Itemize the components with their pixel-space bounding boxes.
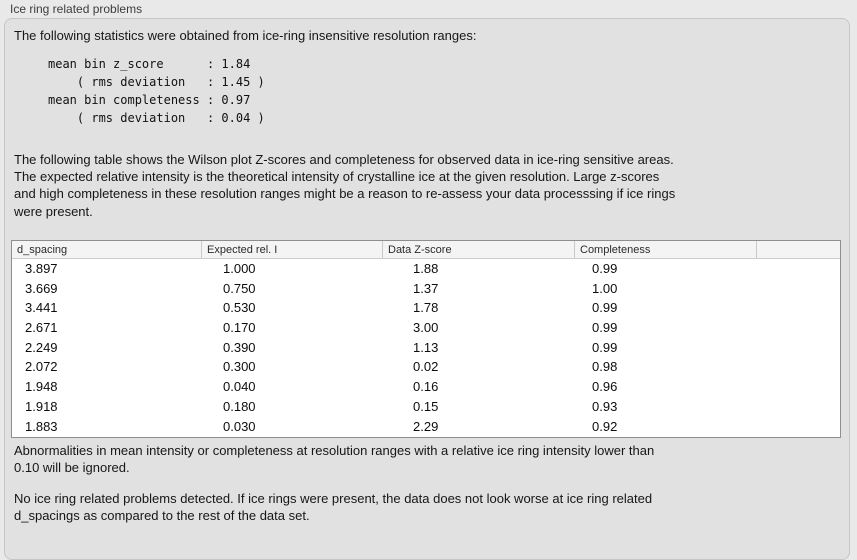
table-cell: 1.88: [413, 261, 439, 276]
table-cell-filler: [757, 318, 840, 338]
ignore-note-text: Abnormalities in mean intensity or compl…: [14, 443, 655, 476]
table-cell-filler: [757, 417, 840, 437]
group-box-title: Ice ring related problems: [10, 2, 143, 16]
column-header-d-spacing[interactable]: d_spacing: [12, 241, 202, 258]
table-cell: 0.390: [223, 339, 256, 355]
table-cell: 0.99: [592, 339, 618, 355]
table-cell: 2.671: [25, 320, 58, 336]
table-row[interactable]: 2.671 0.170 3.00 0.99: [12, 318, 840, 338]
table-cell: 1.78: [413, 300, 439, 316]
table-cell: 0.99: [592, 320, 618, 336]
table-cell-filler: [757, 377, 840, 397]
table-cell: 0.15: [413, 398, 439, 414]
table-cell: 1.883: [25, 418, 58, 434]
table-cell: 0.98: [592, 359, 618, 375]
table-row[interactable]: 1.918 0.180 0.15 0.93: [12, 397, 840, 417]
table-cell: 1.13: [413, 339, 439, 355]
table-cell: 0.750: [223, 280, 256, 296]
table-cell-filler: [757, 357, 840, 377]
table-cell: 0.92: [592, 418, 618, 434]
table-description-text: The following table shows the Wilson plo…: [14, 152, 676, 219]
table-row[interactable]: 3.441 0.530 1.78 0.99: [12, 298, 840, 318]
table-row[interactable]: 3.897 1.000 1.88 0.99: [12, 259, 840, 279]
table-row[interactable]: 3.669 0.750 1.37 1.00: [12, 279, 840, 299]
table-row[interactable]: 2.072 0.300 0.02 0.98: [12, 357, 840, 377]
column-header-z-score[interactable]: Data Z-score: [383, 241, 575, 258]
column-header-expected-i[interactable]: Expected rel. I: [202, 241, 383, 258]
table-cell: 0.99: [592, 261, 618, 276]
table-cell: 1.000: [223, 261, 256, 276]
table-cell: 1.00: [592, 280, 618, 296]
table-cell-filler: [757, 279, 840, 299]
table-cell-filler: [757, 259, 840, 279]
conclusion-text: No ice ring related problems detected. I…: [14, 491, 653, 524]
table-cell: 0.02: [413, 359, 439, 375]
table-row[interactable]: 1.883 0.030 2.29 0.92: [12, 417, 840, 437]
table-cell: 2.249: [25, 339, 58, 355]
table-cell: 2.072: [25, 359, 58, 375]
ice-ring-panel: The following statistics were obtained f…: [4, 18, 850, 560]
ice-ring-table: d_spacing Expected rel. I Data Z-score C…: [11, 240, 841, 438]
table-cell: 3.00: [413, 320, 439, 336]
table-cell: 0.96: [592, 379, 618, 395]
bin-statistics-block: mean bin z_score : 1.84 ( rms deviation …: [48, 57, 265, 125]
table-cell-filler: [757, 298, 840, 318]
table-cell: 0.040: [223, 379, 256, 395]
table-cell: 0.16: [413, 379, 439, 395]
table-cell: 0.170: [223, 320, 256, 336]
table-cell: 0.99: [592, 300, 618, 316]
table-cell: 0.530: [223, 300, 256, 316]
table-body: 3.897 1.000 1.88 0.99 3.669 0.750 1.37 1.00 3.44…: [12, 259, 840, 436]
table-cell: 3.897: [25, 261, 58, 276]
stats-intro-text: The following statistics were obtained f…: [14, 28, 477, 43]
table-cell: 3.669: [25, 280, 58, 296]
table-cell: 0.300: [223, 359, 256, 375]
table-cell: 1.918: [25, 398, 58, 414]
table-cell-filler: [757, 338, 840, 358]
table-cell: 1.948: [25, 379, 58, 395]
table-cell: 1.37: [413, 280, 439, 296]
column-header-filler: [757, 241, 840, 258]
table-row[interactable]: 2.249 0.390 1.13 0.99: [12, 338, 840, 358]
table-cell: 0.93: [592, 398, 618, 414]
table-cell: 3.441: [25, 300, 58, 316]
table-cell: 0.030: [223, 418, 256, 434]
table-row[interactable]: 1.948 0.040 0.16 0.96: [12, 377, 840, 397]
table-cell: 0.180: [223, 398, 256, 414]
table-cell-filler: [757, 397, 840, 417]
table-header-row: d_spacing Expected rel. I Data Z-score C…: [12, 241, 840, 259]
table-cell: 2.29: [413, 418, 439, 434]
column-header-completeness[interactable]: Completeness: [575, 241, 757, 258]
